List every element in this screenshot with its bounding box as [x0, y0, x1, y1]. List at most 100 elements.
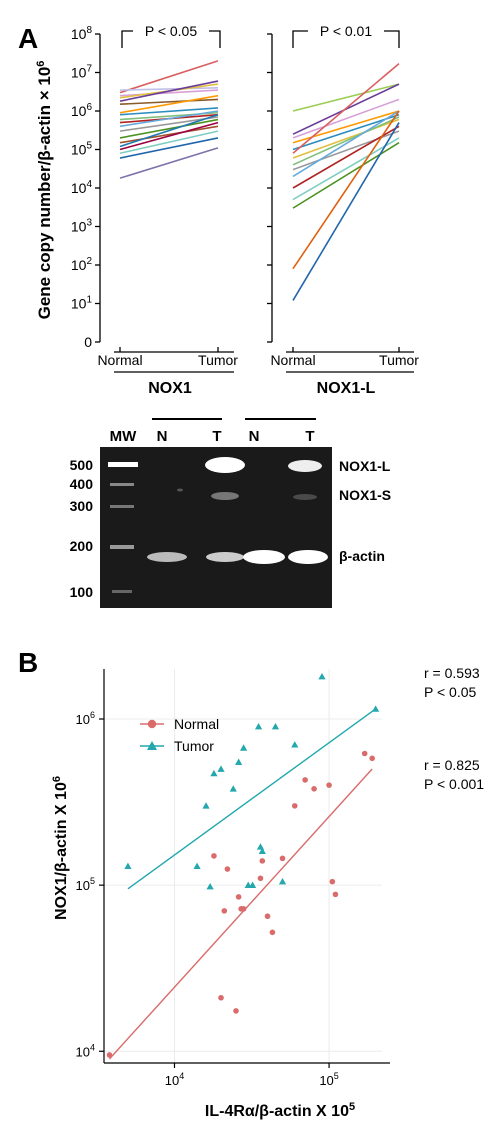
scatter-x-tick-label: 105	[319, 1071, 338, 1088]
band-actin-tumor-1	[206, 552, 244, 562]
scatter-y-tick-label-exp: 4	[90, 1042, 95, 1052]
scatter-x-tick-label-base: 10	[165, 1073, 179, 1088]
panel-a-letter: A	[18, 23, 38, 54]
gel-lane-mw: MW	[110, 428, 137, 445]
nox1-sample-line	[119, 87, 219, 91]
y-tick-label-exp: 2	[86, 256, 92, 267]
scatter-legend: Normal Tumor	[140, 716, 219, 754]
normal-point	[311, 786, 317, 792]
scatter-y-tick-label: 104	[76, 1042, 95, 1059]
tumor-point	[202, 802, 210, 809]
normal-point	[221, 908, 228, 914]
ladder-band-400	[110, 483, 134, 486]
tumor-point	[235, 758, 243, 765]
normal-point	[218, 994, 224, 1001]
y-tick-label-base: 10	[71, 142, 87, 158]
y-tick-label-exp: 6	[86, 102, 92, 113]
ladder-band-100	[112, 590, 132, 593]
scatter-y-tick-label: 106	[76, 710, 95, 727]
normal-point	[332, 891, 339, 898]
scatter-y-tick-label-exp: 6	[90, 710, 95, 720]
legend-normal-label: Normal	[174, 716, 219, 732]
tumor-point	[291, 741, 299, 748]
nox1-l-sample-line	[292, 116, 400, 166]
y-tick-label-exp: 1	[86, 295, 92, 306]
nox1-sample-line	[119, 118, 219, 139]
y-tick-label-base: 10	[71, 26, 87, 42]
y-tick-label-exp: 4	[86, 179, 92, 190]
y-tick-label: 107	[71, 64, 93, 81]
y-tick-label-base: 10	[71, 296, 87, 312]
tumor-point	[278, 878, 287, 885]
normal-point	[233, 1008, 239, 1014]
stat-tumor-r: r = 0.593	[424, 665, 480, 681]
tumor-point	[248, 881, 257, 888]
normal-point	[361, 750, 368, 757]
y-tick-label: 106	[71, 102, 93, 119]
tumor-point	[229, 785, 237, 792]
gel-lower-panel	[100, 530, 332, 608]
y-tick-label: 101	[71, 295, 93, 312]
gel-label-beta-actin: β-actin	[339, 548, 385, 564]
nox1-l-sample-line	[292, 122, 400, 301]
scatter-x-tick-label-exp: 4	[179, 1071, 184, 1081]
y-tick-label-base: 10	[71, 219, 87, 235]
ladder-label-400: 400	[70, 476, 94, 492]
band-actin-normal-1	[147, 552, 187, 562]
gel-lane-n1: N	[157, 428, 168, 445]
normal-point	[291, 803, 298, 809]
panel-b-y-axis-label-sup: 6	[51, 776, 63, 782]
y-tick-label-exp: 5	[86, 141, 92, 152]
normal-point	[302, 777, 308, 783]
nox1-l-x-tick-label: Normal	[270, 352, 315, 368]
tumor-fit-line	[127, 708, 377, 890]
stat-tumor-p: P < 0.05	[424, 684, 477, 700]
y-tick-label: 105	[71, 141, 93, 158]
y-tick-label-base: 0	[84, 334, 92, 350]
ladder-label-300: 300	[70, 498, 94, 514]
gel-speck	[177, 488, 183, 492]
tumor-point	[217, 765, 225, 772]
nox1-significance-label: P < 0.05	[145, 23, 198, 39]
nox1-l-sample-line	[292, 110, 400, 178]
normal-point	[326, 782, 332, 788]
normal-point	[264, 913, 271, 920]
gel-label-nox1-l: NOX1-L	[339, 458, 391, 474]
nox1-l-x-tick-label: Tumor	[379, 352, 419, 368]
gel-label-nox1-s: NOX1-S	[339, 487, 391, 503]
nox1-significance-bg	[133, 22, 209, 40]
nox1-l-sample-line	[292, 63, 400, 154]
normal-point	[224, 866, 231, 872]
tumor-point	[254, 723, 263, 730]
ladder-band-200	[110, 545, 134, 549]
nox1-l-sample-line	[292, 83, 400, 112]
y-tick-label: 104	[71, 179, 93, 196]
stat-normal-p: P < 0.001	[424, 776, 484, 792]
y-tick-label-base: 10	[71, 65, 87, 81]
legend-tumor-label: Tumor	[174, 738, 214, 754]
ladder-label-500: 500	[70, 457, 94, 473]
ladder-label-200: 200	[70, 538, 94, 554]
tumor-point	[271, 723, 280, 730]
y-tick-label: 102	[71, 256, 93, 273]
normal-point	[259, 858, 266, 864]
nox1-l-sample-line	[292, 98, 400, 139]
nox1-sample-line	[119, 94, 219, 114]
nox1-sample-line	[119, 113, 219, 148]
normal-point	[106, 1052, 113, 1058]
nox1-x-tick-label: Tumor	[198, 352, 238, 368]
normal-point	[279, 855, 286, 862]
y-tick-label: 0	[84, 334, 92, 350]
band-nox1-s-tumor-1	[211, 492, 239, 500]
y-tick-label-exp: 7	[86, 64, 92, 75]
nox1-sample-line	[119, 121, 219, 151]
nox1-l-significance-bg	[308, 22, 384, 40]
scatter-y-tick-label: 105	[76, 876, 95, 893]
normal-point	[211, 853, 217, 859]
nox1-l-sample-line	[292, 113, 400, 151]
nox1-sample-line	[119, 125, 219, 144]
nox1-sample-line	[119, 98, 219, 106]
